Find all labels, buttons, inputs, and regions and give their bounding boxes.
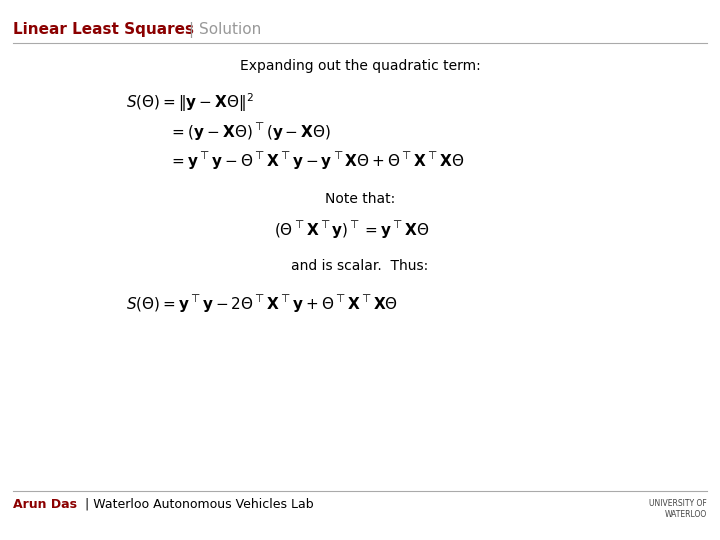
Text: Linear Least Squares: Linear Least Squares: [13, 22, 194, 37]
Text: | Solution: | Solution: [189, 22, 261, 38]
Text: $S(\Theta) = \|\mathbf{y} - \mathbf{X}\Theta\|^2$: $S(\Theta) = \|\mathbf{y} - \mathbf{X}\T…: [126, 92, 254, 114]
Text: and is scalar.  Thus:: and is scalar. Thus:: [292, 259, 428, 273]
Text: Note that:: Note that:: [325, 192, 395, 206]
Text: $= \mathbf{y}^\top\mathbf{y} - \Theta^\top\mathbf{X}^\top\mathbf{y} - \mathbf{y}: $= \mathbf{y}^\top\mathbf{y} - \Theta^\t…: [169, 151, 464, 172]
Text: Arun Das: Arun Das: [13, 498, 77, 511]
Text: UNIVERSITY OF
WATERLOO: UNIVERSITY OF WATERLOO: [649, 500, 707, 519]
Text: $(\Theta^\top\mathbf{X}^\top\mathbf{y})^\top = \mathbf{y}^\top\mathbf{X}\Theta$: $(\Theta^\top\mathbf{X}^\top\mathbf{y})^…: [274, 220, 429, 241]
Text: $S(\Theta) = \mathbf{y}^\top\mathbf{y} - 2\Theta^\top\mathbf{X}^\top\mathbf{y} +: $S(\Theta) = \mathbf{y}^\top\mathbf{y} -…: [126, 294, 398, 315]
Text: $= (\mathbf{y} - \mathbf{X}\Theta)^\top(\mathbf{y} - \mathbf{X}\Theta)$: $= (\mathbf{y} - \mathbf{X}\Theta)^\top(…: [169, 122, 331, 143]
Text: Expanding out the quadratic term:: Expanding out the quadratic term:: [240, 59, 480, 73]
Text: | Waterloo Autonomous Vehicles Lab: | Waterloo Autonomous Vehicles Lab: [81, 498, 314, 511]
